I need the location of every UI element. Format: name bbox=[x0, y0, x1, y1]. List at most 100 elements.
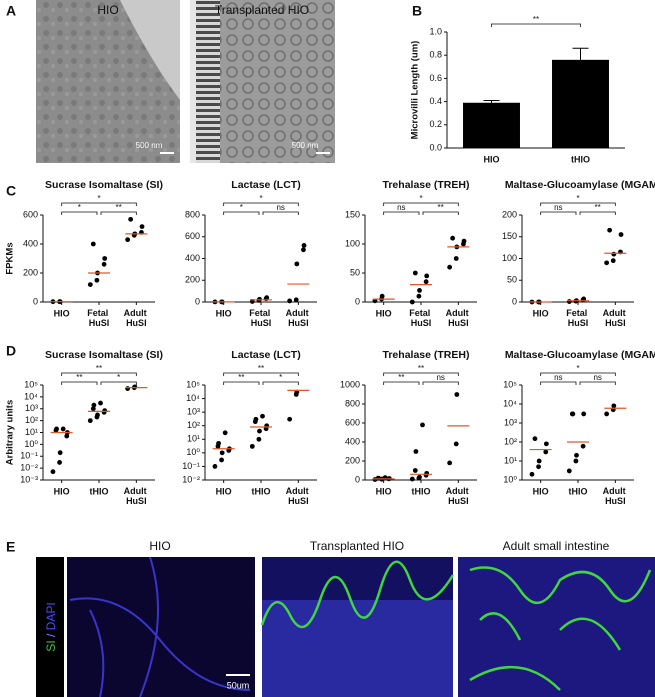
y-tick-label: 0.2 bbox=[429, 119, 442, 129]
x-tick-label: Adult HuSI bbox=[603, 308, 629, 328]
data-point bbox=[529, 471, 535, 477]
data-point bbox=[447, 264, 453, 270]
chart-title: Lactase (LCT) bbox=[231, 179, 300, 191]
data-point bbox=[301, 243, 307, 248]
significance-label: * bbox=[259, 194, 262, 203]
image-label: HIO bbox=[149, 539, 170, 553]
x-tick-label: Adult HuSI bbox=[603, 486, 629, 506]
significance-label: ** bbox=[533, 15, 539, 24]
x-tick-label: HIO bbox=[533, 308, 549, 318]
significance-bracket bbox=[100, 211, 137, 215]
significance-bracket bbox=[491, 23, 581, 27]
stain-label: SI / DAPI bbox=[44, 602, 58, 651]
significance-label: * bbox=[78, 203, 81, 212]
y-tick-label: 10³ bbox=[187, 407, 200, 417]
data-point bbox=[293, 297, 299, 303]
x-tick-label: HIO bbox=[483, 154, 499, 164]
y-tick-label: 0 bbox=[33, 296, 38, 306]
chart-title: Trehalase (TREH) bbox=[383, 179, 470, 191]
data-point bbox=[253, 416, 259, 422]
data-point bbox=[570, 411, 576, 417]
significance-bracket bbox=[383, 202, 459, 206]
y-tick-label: 200 bbox=[185, 275, 200, 285]
significance-label: * bbox=[419, 194, 422, 203]
x-tick-label: Adult HuSI bbox=[446, 308, 472, 328]
significance-bracket bbox=[422, 211, 459, 215]
data-point bbox=[98, 400, 103, 406]
significance-label: ns bbox=[554, 203, 562, 212]
x-tick-label: Fetal HuSI bbox=[87, 308, 111, 328]
micrograph-hio bbox=[36, 0, 180, 163]
significance-bracket bbox=[223, 381, 260, 385]
significance-bracket bbox=[383, 372, 459, 376]
data-point bbox=[409, 476, 415, 482]
y-tick-label: 0 bbox=[195, 296, 200, 306]
data-point bbox=[95, 412, 100, 418]
data-point bbox=[94, 277, 100, 283]
y-tick-label: 10³ bbox=[25, 403, 38, 413]
x-tick-label: Adult HuSI bbox=[124, 308, 150, 328]
data-point bbox=[566, 299, 572, 304]
significance-label: ns bbox=[554, 373, 562, 382]
y-tick-label: 0 bbox=[355, 474, 360, 484]
data-point bbox=[412, 468, 418, 473]
data-point bbox=[424, 470, 430, 476]
y-tick-label: 150 bbox=[502, 231, 517, 241]
x-tick-label: Fetal HuSI bbox=[566, 308, 590, 328]
fluorescence-hio bbox=[67, 556, 255, 697]
data-point bbox=[125, 386, 131, 391]
data-point bbox=[54, 426, 59, 432]
data-point bbox=[461, 238, 467, 244]
data-point bbox=[581, 411, 587, 417]
data-point bbox=[87, 418, 93, 424]
data-point bbox=[573, 458, 579, 464]
significance-label: ** bbox=[96, 364, 102, 373]
data-point bbox=[249, 443, 255, 449]
chart-title: Trehalase (TREH) bbox=[383, 349, 470, 361]
significance-bracket bbox=[579, 381, 616, 385]
x-tick-label: Fetal HuSI bbox=[249, 308, 273, 328]
y-tick-label: 50 bbox=[350, 267, 360, 277]
y-tick-label: 10⁵ bbox=[186, 379, 200, 389]
data-point bbox=[416, 293, 422, 299]
x-tick-label: tHIO bbox=[412, 486, 431, 496]
x-tick-label: HIO bbox=[216, 308, 232, 318]
data-point bbox=[287, 298, 293, 304]
y-tick-label: 10² bbox=[187, 420, 200, 430]
chart-title: Sucrase Isomaltase (SI) bbox=[45, 179, 163, 191]
data-point bbox=[90, 406, 96, 412]
data-point bbox=[423, 279, 429, 285]
significance-bracket bbox=[383, 381, 420, 385]
data-point bbox=[417, 474, 422, 480]
image-label: Adult small intestine bbox=[503, 539, 610, 553]
data-point bbox=[294, 261, 300, 267]
scale-bar bbox=[160, 152, 174, 154]
y-tick-label: 200 bbox=[345, 455, 360, 465]
x-tick-label: Adult HuSI bbox=[446, 486, 472, 506]
x-tick-label: Fetal HuSI bbox=[409, 308, 433, 328]
panel-label: E bbox=[6, 539, 15, 555]
y-tick-label: 400 bbox=[23, 238, 38, 248]
y-tick-label: 10⁻¹ bbox=[20, 451, 38, 461]
significance-bracket bbox=[223, 211, 260, 215]
scale-bar bbox=[316, 152, 330, 154]
x-tick-label: HIO bbox=[533, 486, 549, 496]
x-tick-label: tHIO bbox=[252, 486, 271, 496]
y-tick-label: 200 bbox=[502, 209, 517, 219]
y-axis-label: FPKMs bbox=[5, 242, 16, 274]
significance-label: ns bbox=[593, 373, 601, 382]
data-point bbox=[379, 293, 385, 299]
data-point bbox=[536, 464, 541, 470]
scale-label: 500 nm bbox=[136, 141, 163, 150]
x-tick-label: HIO bbox=[216, 486, 232, 496]
y-tick-label: 10⁻² bbox=[182, 474, 200, 484]
significance-label: ** bbox=[76, 373, 82, 382]
significance-bracket bbox=[61, 381, 98, 385]
significance-label: * bbox=[117, 373, 120, 382]
y-tick-label: 600 bbox=[345, 417, 360, 427]
panel-label: C bbox=[6, 183, 16, 199]
significance-bracket bbox=[540, 202, 616, 206]
y-tick-label: 0.8 bbox=[429, 50, 442, 60]
significance-bracket bbox=[579, 211, 616, 215]
data-point bbox=[128, 216, 134, 222]
